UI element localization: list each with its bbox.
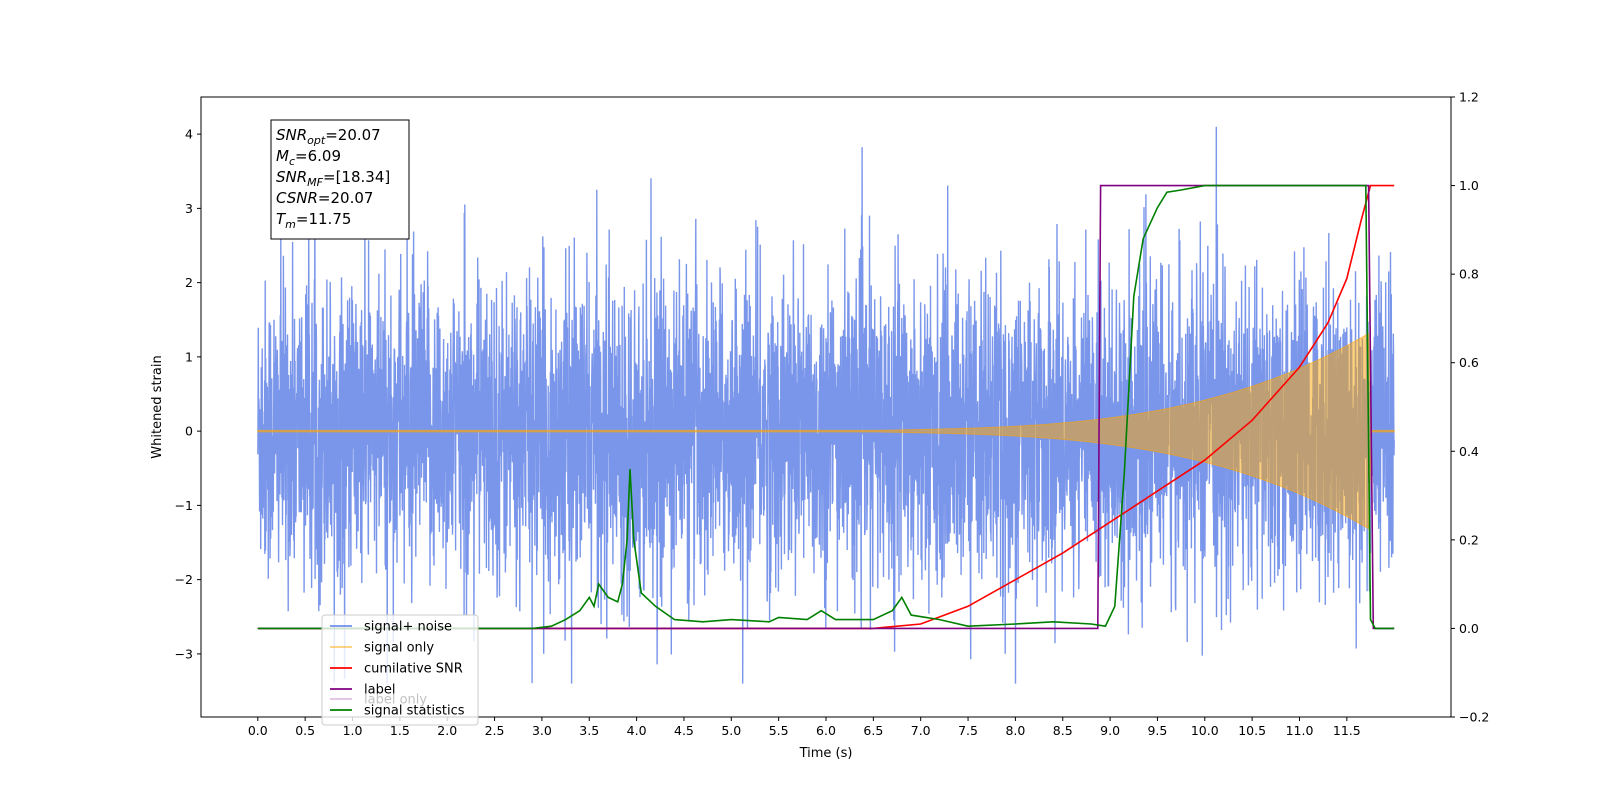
- y2-tick-label: 0.0: [1459, 621, 1479, 636]
- x-tick-label: 9.0: [1100, 723, 1120, 738]
- y-tick-label: −3: [175, 646, 193, 661]
- legend-label: signal only: [364, 641, 434, 656]
- y-tick-label: 3: [185, 201, 193, 216]
- y-axis-right: 1.2 1.0 0.8 0.6 0.4 0.2 0.0 −0.2: [1451, 90, 1489, 725]
- x-tick-label: 7.5: [958, 723, 978, 738]
- x-tick-label: 8.0: [1005, 723, 1025, 738]
- y2-tick-label: 0.4: [1459, 444, 1479, 459]
- legend-label: label only: [364, 693, 427, 708]
- legend-label: signal+ noise: [364, 620, 452, 635]
- x-tick-label: 3.5: [579, 723, 599, 738]
- x-tick-label: 10.0: [1191, 723, 1219, 738]
- y2-tick-label: 0.8: [1459, 267, 1479, 282]
- x-tick-label: 3.0: [532, 723, 552, 738]
- y-tick-label: 4: [185, 127, 193, 142]
- x-tick-label: 0.0: [248, 723, 268, 738]
- series-signal-noise: [257, 126, 1395, 684]
- x-tick-label: 6.5: [863, 723, 883, 738]
- x-tick-label: 2.0: [437, 723, 457, 738]
- y2-tick-label: 1.0: [1459, 178, 1479, 193]
- legend-label: label: [364, 683, 395, 698]
- y-tick-label: 2: [185, 275, 193, 290]
- info-box-frame: [270, 119, 410, 240]
- x-tick-label: 6.0: [816, 723, 836, 738]
- x-axis: 0.0 0.5 1.0 1.5 2.0 2.5 3.0 3.5 4.0 4.5 5.0 5.5 6.0 6…: [248, 717, 1361, 738]
- y-tick-label: −1: [175, 498, 193, 513]
- y2-tick-label: 0.2: [1459, 532, 1479, 547]
- legend: signal+ noise signal only cumilative SNR la…: [321, 614, 479, 726]
- x-tick-label: 0.5: [295, 723, 315, 738]
- x-tick-label: 9.5: [1147, 723, 1167, 738]
- info-box: SNRopt=20.07Mc=6.09SNRMF=[18.34]CSNR=20.…: [270, 119, 410, 240]
- y-tick-label: 1: [185, 349, 193, 364]
- info-box-line: SNRopt=20.07: [276, 126, 381, 147]
- y-tick-label: 0: [185, 424, 193, 439]
- x-tick-label: 8.5: [1053, 723, 1073, 738]
- info-box-line: CSNR=20.07: [276, 189, 373, 207]
- y-tick-label: −2: [175, 572, 193, 587]
- x-tick-label: 4.0: [627, 723, 647, 738]
- x-tick-label: 5.5: [769, 723, 789, 738]
- legend-frame: [321, 614, 479, 726]
- x-tick-label: 4.5: [674, 723, 694, 738]
- info-box-line: Tm=11.75: [276, 210, 351, 231]
- series-signal-statistics: [257, 184, 1395, 630]
- y2-tick-label: −0.2: [1459, 710, 1489, 725]
- x-tick-label: 11.5: [1333, 723, 1361, 738]
- info-box-line: Mc=6.09: [276, 147, 341, 168]
- x-tick-label: 5.0: [721, 723, 741, 738]
- x-axis-label: Time (s): [799, 746, 853, 761]
- x-tick-label: 11.0: [1286, 723, 1314, 738]
- series-signal-only: [257, 332, 1395, 530]
- x-tick-label: 1.5: [390, 723, 410, 738]
- legend-label: signal statistics: [364, 704, 465, 719]
- series-cumilative-snr: [257, 184, 1395, 630]
- x-tick-label: 7.0: [911, 723, 931, 738]
- info-box-line: SNRMF=[18.34]: [276, 168, 390, 189]
- x-tick-label: 1.0: [343, 723, 363, 738]
- series-layer: [257, 126, 1395, 684]
- legend-label: cumilative SNR: [364, 662, 463, 677]
- y-axis-label: Whitened strain: [150, 355, 165, 458]
- y-axis-left: 4 3 2 1 0 −1 −2 −3: [175, 127, 201, 661]
- y2-tick-label: 1.2: [1459, 90, 1479, 105]
- x-tick-label: 2.5: [485, 723, 505, 738]
- y2-tick-label: 0.6: [1459, 355, 1479, 370]
- x-tick-label: 10.5: [1238, 723, 1266, 738]
